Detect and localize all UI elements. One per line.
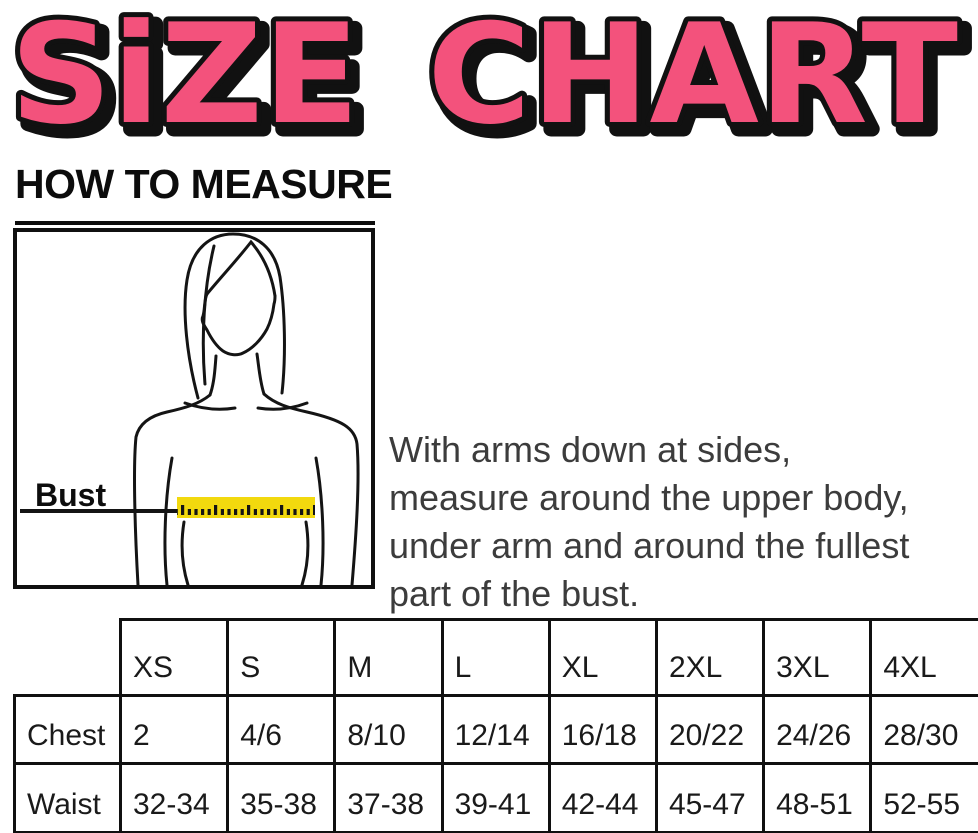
measurement-instructions: With arms down at sides, measure around … bbox=[389, 426, 975, 618]
page-title-art: SiZE CHART SiZE CHART bbox=[5, 0, 973, 154]
table-row-waist: Waist 32-34 35-38 37-38 39-41 42-44 45-4… bbox=[13, 762, 978, 833]
column-header-m: M bbox=[333, 618, 444, 697]
column-header-4xl: 4XL bbox=[869, 618, 978, 697]
column-header-3xl: 3XL bbox=[762, 618, 873, 697]
table-cell: 32-34 bbox=[118, 762, 230, 833]
table-cell: 39-41 bbox=[440, 762, 551, 833]
row-label-chest: Chest bbox=[13, 694, 122, 765]
table-cell: 8/10 bbox=[333, 694, 444, 765]
table-cell: 52-55 bbox=[869, 762, 978, 833]
table-row-chest: Chest 2 4/6 8/10 12/14 16/18 20/22 24/26… bbox=[13, 694, 978, 765]
table-cell: 20/22 bbox=[654, 694, 766, 765]
column-header-2xl: 2XL bbox=[654, 618, 766, 697]
table-cell: 4/6 bbox=[226, 694, 337, 765]
body-measurement-illustration: Bust bbox=[20, 232, 360, 585]
table-corner-cell bbox=[15, 620, 121, 696]
table-cell: 28/30 bbox=[869, 694, 978, 765]
table-cell: 12/14 bbox=[440, 694, 551, 765]
instruction-line: With arms down at sides, bbox=[389, 429, 792, 470]
column-header-xs: XS bbox=[118, 618, 230, 697]
instruction-line: part of the bust. bbox=[389, 573, 640, 614]
table-cell: 45-47 bbox=[654, 762, 766, 833]
instruction-line: under arm and around the fullest bbox=[389, 525, 910, 566]
table-cell: 2 bbox=[118, 694, 230, 765]
page-title-shadow: SiZE CHART bbox=[17, 1, 965, 154]
row-label-waist: Waist bbox=[13, 762, 122, 833]
measurement-illustration-box: Bust bbox=[13, 228, 375, 589]
table-cell: 37-38 bbox=[333, 762, 444, 833]
heading-underline bbox=[15, 221, 375, 225]
table-cell: 24/26 bbox=[762, 694, 873, 765]
table-cell: 48-51 bbox=[762, 762, 873, 833]
table-cell: 16/18 bbox=[547, 694, 658, 765]
bust-label: Bust bbox=[35, 477, 106, 513]
table-header-row: XS S M L XL 2XL 3XL 4XL bbox=[15, 618, 978, 697]
woman-outline bbox=[133, 232, 360, 585]
how-to-measure-heading: HOW TO MEASURE bbox=[15, 161, 393, 207]
column-header-s: S bbox=[226, 618, 337, 697]
column-header-xl: XL bbox=[547, 618, 658, 697]
table-cell: 42-44 bbox=[547, 762, 658, 833]
instruction-line: measure around the upper body, bbox=[389, 477, 909, 518]
measuring-tape bbox=[177, 497, 315, 518]
size-table: XS S M L XL 2XL 3XL 4XL Chest 2 4/6 8/10… bbox=[13, 618, 978, 833]
column-header-l: L bbox=[440, 618, 551, 697]
page-title: SiZE CHART bbox=[10, 0, 958, 154]
table-cell: 35-38 bbox=[226, 762, 337, 833]
